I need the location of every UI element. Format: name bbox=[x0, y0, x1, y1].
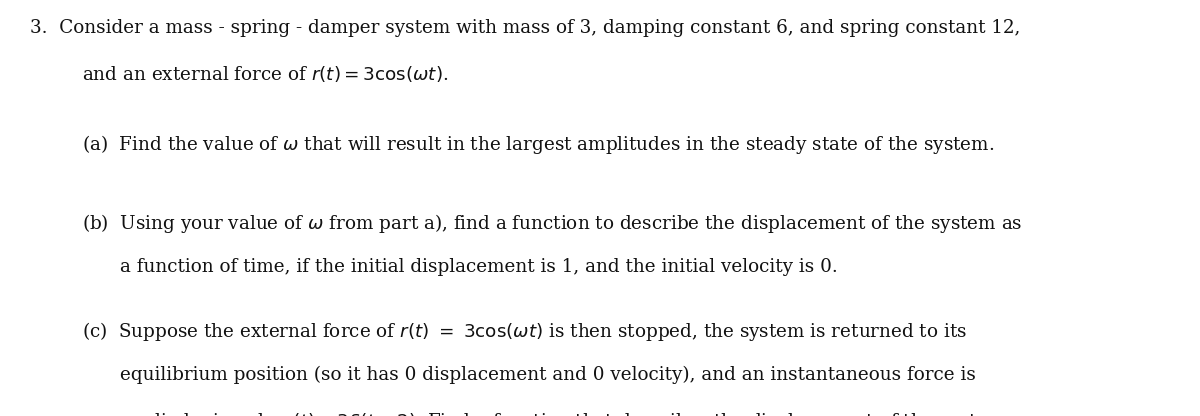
Text: a function of time, if the initial displacement is 1, and the initial velocity i: a function of time, if the initial displ… bbox=[120, 258, 838, 276]
Text: and an external force of $r(t) = 3\cos(\omega t)$.: and an external force of $r(t) = 3\cos(\… bbox=[82, 64, 448, 84]
Text: (c)  Suppose the external force of $r(t)\ =\ 3\cos(\omega t)$ is then stopped, t: (c) Suppose the external force of $r(t)\… bbox=[82, 320, 967, 343]
Text: equilibrium position (so it has 0 displacement and 0 velocity), and an instantan: equilibrium position (so it has 0 displa… bbox=[120, 366, 976, 384]
Text: (b)  Using your value of $\omega$ from part a), find a function to describe the : (b) Using your value of $\omega$ from pa… bbox=[82, 212, 1022, 235]
Text: (a)  Find the value of $\omega$ that will result in the largest amplitudes in th: (a) Find the value of $\omega$ that will… bbox=[82, 133, 994, 156]
Text: 3.  Consider a mass - spring - damper system with mass of 3, damping constant 6,: 3. Consider a mass - spring - damper sys… bbox=[30, 19, 1020, 37]
Text: applied, given by $r(t) = 3\delta(t - 2)$. Find a function that describes the di: applied, given by $r(t) = 3\delta(t - 2)… bbox=[120, 411, 1006, 416]
